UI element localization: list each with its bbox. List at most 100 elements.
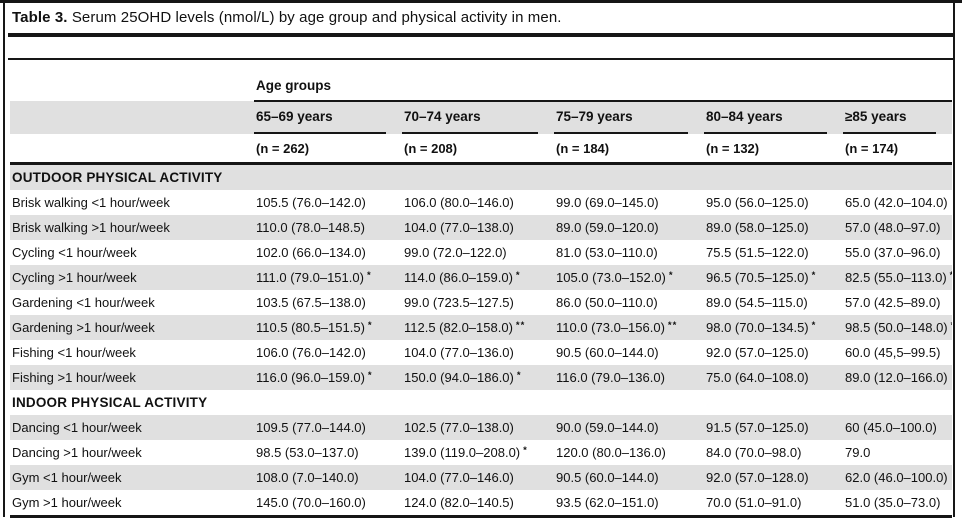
table-row: Fishing <1 hour/week 106.0 (76.0–142.0) … <box>10 340 952 365</box>
cell-value: 150.0 (94.0–186.0) <box>404 370 514 385</box>
cell-value: 79.0 <box>845 445 871 460</box>
sample-size-row: (n = 262) (n = 208) (n = 184) (n = 132) … <box>10 134 952 165</box>
empty-cell <box>10 134 254 165</box>
table-cell: 75.5 (51.5–122.0) <box>704 240 843 265</box>
column-header-85-plus: ≥85 years <box>843 101 952 134</box>
significance-marker: ** <box>667 320 678 331</box>
column-header-80-84: 80–84 years <box>704 101 843 134</box>
table-cell: 86.0 (50.0–110.0) <box>554 290 704 315</box>
table-cell: 110.0 (73.0–156.0) ** <box>554 315 704 340</box>
table-row: Gym <1 hour/week 108.0 (7.0–140.0) 104.0… <box>10 465 952 490</box>
row-label: Dancing >1 hour/week <box>12 445 142 460</box>
section-header-indoor: INDOOR PHYSICAL ACTIVITY <box>10 390 952 415</box>
cell-value: 89.0 (59.0–120.0) <box>556 220 659 235</box>
sample-size-70-74: (n = 208) <box>402 134 554 165</box>
cell-value: 75.0 (64.0–108.0) <box>706 370 809 385</box>
column-header-70-74: 70–74 years <box>402 101 554 134</box>
cell-value: 109.5 (77.0–144.0) <box>256 420 366 435</box>
section-header-label: OUTDOOR PHYSICAL ACTIVITY <box>10 163 952 190</box>
significance-marker: * <box>811 320 817 331</box>
significance-marker: ** <box>951 320 952 331</box>
table-cell: 57.0 (42.5–89.0) <box>843 290 952 315</box>
cell-value: 57.0 (48.0–97.0) <box>845 220 941 235</box>
cell-value: 81.0 (53.0–110.0) <box>556 245 658 260</box>
significance-marker: * <box>366 270 372 281</box>
table-number: Table 3. <box>12 9 68 26</box>
cell-value: 105.5 (76.0–142.0) <box>256 195 366 210</box>
table-row: Cycling >1 hour/week 111.0 (79.0–151.0) *… <box>10 265 952 290</box>
table-cell: 57.0 (48.0–97.0) <box>843 215 952 240</box>
significance-marker: * <box>367 370 373 381</box>
cell-value: 55.0 (37.0–96.0) <box>845 245 941 260</box>
table-cell: 99.0 (72.0–122.0) <box>402 240 554 265</box>
cell-value: 90.5 (60.0–144.0) <box>556 470 659 485</box>
cell-value: 110.0 (78.0–148.5) <box>256 220 365 235</box>
section-header-outdoor: OUTDOOR PHYSICAL ACTIVITY <box>10 163 952 190</box>
table-cell: 116.0 (79.0–136.0) <box>554 365 704 390</box>
table-cell: 91.5 (57.0–125.0) <box>704 415 843 440</box>
cell-value: 96.5 (70.5–125.0) <box>706 270 809 285</box>
row-label: Cycling <1 hour/week <box>12 245 137 260</box>
cell-value: 91.5 (57.0–125.0) <box>706 420 809 435</box>
cell-value: 110.0 (73.0–156.0) <box>556 320 665 335</box>
significance-marker: * <box>516 370 522 381</box>
table-cell: 104.0 (77.0–146.0) <box>402 465 554 490</box>
cell-value: 93.5 (62.0–151.0) <box>556 495 659 510</box>
table-row: Fishing >1 hour/week 116.0 (96.0–159.0) *… <box>10 365 952 390</box>
table-cell: 79.0 <box>843 440 952 465</box>
year-columns-header-row: 65–69 years 70–74 years 75–79 years 80–8… <box>10 101 952 134</box>
cell-value: 111.0 (79.0–151.0) <box>256 270 364 285</box>
cell-value: 60 (45.0–100.0) <box>845 420 937 435</box>
empty-cell <box>10 61 254 101</box>
cell-value: 98.0 (70.0–134.5) <box>706 320 809 335</box>
table-cell: 102.0 (66.0–134.0) <box>254 240 402 265</box>
section-header-label: INDOOR PHYSICAL ACTIVITY <box>12 395 208 410</box>
table-row: Brisk walking >1 hour/week 110.0 (78.0–1… <box>10 215 952 240</box>
table-cell: 95.0 (56.0–125.0) <box>704 190 843 215</box>
row-label: Gym <1 hour/week <box>10 465 254 490</box>
table-cell: 104.0 (77.0–136.0) <box>402 340 554 365</box>
cell-value: 104.0 (77.0–146.0) <box>404 470 514 485</box>
cell-value: 82.5 (55.0–113.0) <box>845 270 947 285</box>
cell-value: 108.0 (7.0–140.0) <box>256 470 359 485</box>
cell-value: 65.0 (42.0–104.0) <box>845 195 948 210</box>
table-top-rule <box>8 58 953 60</box>
cell-value: 102.0 (66.0–134.0) <box>256 245 366 260</box>
cell-value: 120.0 (80.0–136.0) <box>556 445 666 460</box>
sample-size-75-79: (n = 184) <box>554 134 704 165</box>
cell-value: 92.0 (57.0–125.0) <box>706 345 809 360</box>
cell-value: 124.0 (82.0–140.5) <box>404 495 514 510</box>
table-cell: 99.0 (69.0–145.0) <box>554 190 704 215</box>
significance-marker: * <box>668 270 674 281</box>
table-frame-left-rule <box>3 0 5 517</box>
table-title: Table 3. Serum 25OHD levels (nmol/L) by … <box>12 9 562 26</box>
serum-25ohd-table: Age groups 65–69 years 70–74 years 75–79… <box>10 61 952 518</box>
cell-value: 92.0 (57.0–128.0) <box>706 470 809 485</box>
cell-value: 116.0 (96.0–159.0) <box>256 370 365 385</box>
table-row: Gardening <1 hour/week 103.5 (67.5–138.0… <box>10 290 952 315</box>
cell-value: 106.0 (80.0–146.0) <box>404 195 514 210</box>
table-cell: 92.0 (57.0–128.0) <box>704 465 843 490</box>
sample-size-65-69: (n = 262) <box>254 134 402 165</box>
table-frame-top-rule <box>0 0 962 3</box>
table-cell: 111.0 (79.0–151.0) * <box>254 265 402 290</box>
table-row: Gardening >1 hour/week 110.5 (80.5–151.5… <box>10 315 952 340</box>
table-cell: 62.0 (46.0–100.0) <box>843 465 952 490</box>
table-cell: 106.0 (76.0–142.0) <box>254 340 402 365</box>
significance-marker: * <box>367 320 373 331</box>
table-cell: 105.5 (76.0–142.0) <box>254 190 402 215</box>
cell-value: 103.5 (67.5–138.0) <box>256 295 366 310</box>
row-label: Gym >1 hour/week <box>10 490 254 518</box>
table-row: Dancing <1 hour/week 109.5 (77.0–144.0) … <box>10 415 952 440</box>
table-cell: 120.0 (80.0–136.0) <box>554 440 704 465</box>
significance-marker: * <box>811 270 817 281</box>
row-label: Fishing >1 hour/week <box>10 365 254 390</box>
table-cell: 93.5 (62.0–151.0) <box>554 490 704 518</box>
table-row: Gym >1 hour/week 145.0 (70.0–160.0) 124.… <box>10 490 952 518</box>
cell-value: 70.0 (51.0–91.0) <box>706 495 802 510</box>
sample-size-80-84: (n = 132) <box>704 134 843 165</box>
cell-value: 104.0 (77.0–138.0) <box>404 220 514 235</box>
cell-value: 90.0 (59.0–144.0) <box>556 420 659 435</box>
cell-value: 60.0 (45,5–99.5) <box>845 345 941 360</box>
table-cell: 89.0 (54.5–115.0) <box>704 290 843 315</box>
